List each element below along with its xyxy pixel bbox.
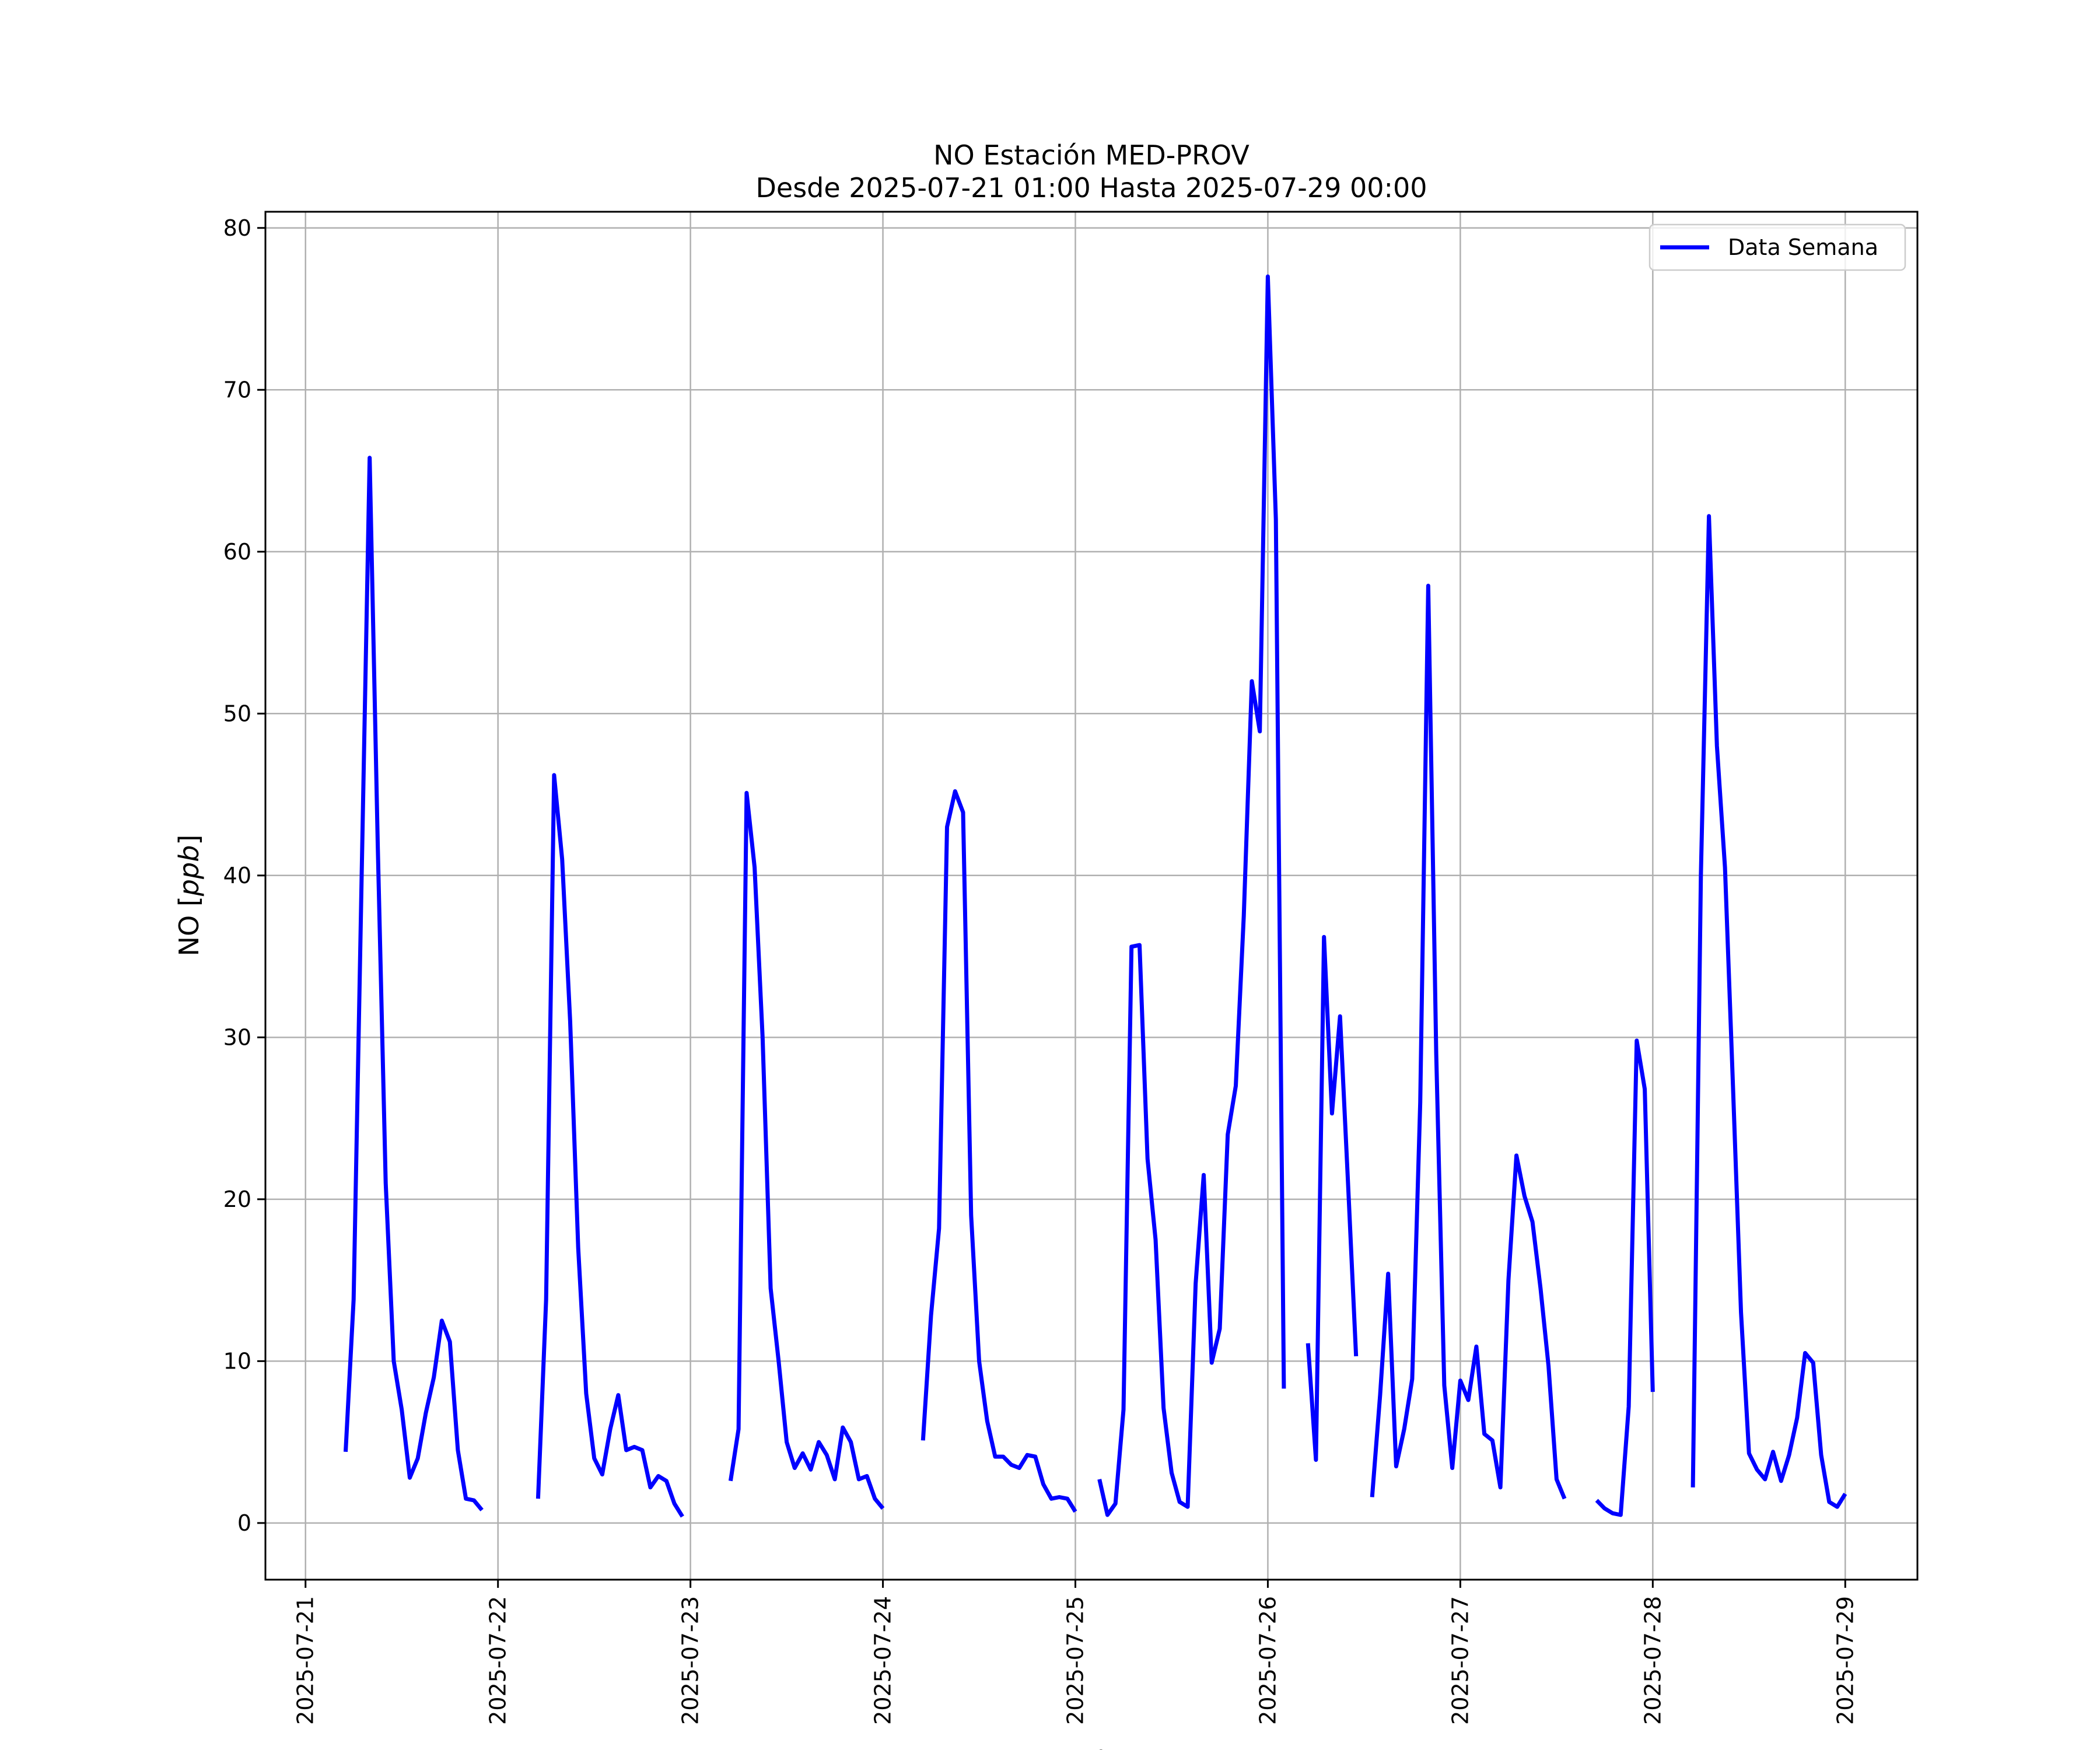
y-tick-label: 60 [223,539,251,565]
series-line-segment [1595,1038,1655,1517]
y-tick-label: 20 [223,1186,251,1212]
ticks: 2025-07-21 2025-07-22 2025-07-23 2025-07-24… [223,215,1859,1725]
legend-label-data-semana: Data Semana [1728,235,1878,260]
series-layer [344,274,1847,1518]
x-tick-label: 2025-07-22 [485,1596,511,1725]
y-tick-label: 50 [223,701,251,726]
series-line-segment [1306,935,1359,1462]
legend: Data Semana [1648,223,1906,271]
plot-frame [264,211,1919,1581]
x-tick-label: 2025-07-27 [1447,1596,1473,1725]
y-axis-label-unit: ppb [173,845,205,897]
x-tick-label: 2025-07-25 [1063,1596,1088,1725]
y-tick-label: 80 [223,215,251,241]
x-tick-label: 2025-07-26 [1255,1596,1280,1725]
series-line-segment [1097,274,1286,1517]
y-tick-label: 40 [223,863,251,888]
series-line-segment [921,789,1077,1513]
series-line-segment [1690,514,1847,1509]
y-axis-label-suffix: ] [173,835,205,845]
x-tick-label: 2025-07-23 [678,1596,704,1725]
x-tick-label: 2025-07-28 [1640,1596,1665,1725]
series-line-segment [728,790,885,1510]
x-axis-label: Fecha [1052,1745,1131,1750]
chart-subtitle: Desde 2025-07-21 01:00 Hasta 2025-07-29 … [755,172,1427,204]
y-tick-label: 30 [223,1024,251,1050]
series-line-segment [344,456,484,1511]
y-axis-label: NO [ppb] [173,835,205,957]
legend-box [1648,223,1906,271]
y-tick-label: 0 [237,1510,251,1536]
x-tick-label: 2025-07-24 [870,1596,896,1725]
series-line-segment [536,773,684,1518]
series-line-segment [1370,583,1567,1500]
x-tick-label: 2025-07-29 [1832,1596,1858,1725]
y-tick-label: 10 [223,1348,251,1374]
chart-title: NO Estación MED-PROV [933,139,1250,171]
x-tick-label: 2025-07-21 [293,1596,318,1725]
grid [265,212,1917,1580]
y-axis-label-prefix: NO [ [173,896,205,956]
y-tick-label: 70 [223,377,251,402]
